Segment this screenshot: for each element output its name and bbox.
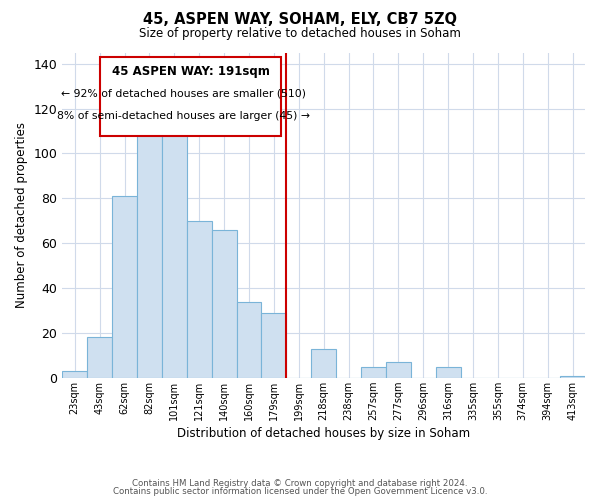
Text: Contains public sector information licensed under the Open Government Licence v3: Contains public sector information licen… [113,487,487,496]
Bar [436,366,461,378]
FancyBboxPatch shape [100,57,281,136]
Bar [137,131,162,378]
Bar [212,230,236,378]
Bar [262,312,286,378]
X-axis label: Distribution of detached houses by size in Soham: Distribution of detached houses by size … [177,427,470,440]
Text: 45, ASPEN WAY, SOHAM, ELY, CB7 5ZQ: 45, ASPEN WAY, SOHAM, ELY, CB7 5ZQ [143,12,457,28]
Bar [236,302,262,378]
Bar [62,371,87,378]
Bar [560,376,585,378]
Text: 8% of semi-detached houses are larger (45) →: 8% of semi-detached houses are larger (4… [56,111,310,121]
Text: ← 92% of detached houses are smaller (510): ← 92% of detached houses are smaller (51… [61,88,305,99]
Bar [311,348,336,378]
Bar [112,196,137,378]
Bar [87,338,112,378]
Text: 45 ASPEN WAY: 191sqm: 45 ASPEN WAY: 191sqm [112,65,269,78]
Bar [187,220,212,378]
Bar [162,124,187,378]
Bar [386,362,411,378]
Bar [361,366,386,378]
Y-axis label: Number of detached properties: Number of detached properties [15,122,28,308]
Text: Contains HM Land Registry data © Crown copyright and database right 2024.: Contains HM Land Registry data © Crown c… [132,478,468,488]
Text: Size of property relative to detached houses in Soham: Size of property relative to detached ho… [139,28,461,40]
